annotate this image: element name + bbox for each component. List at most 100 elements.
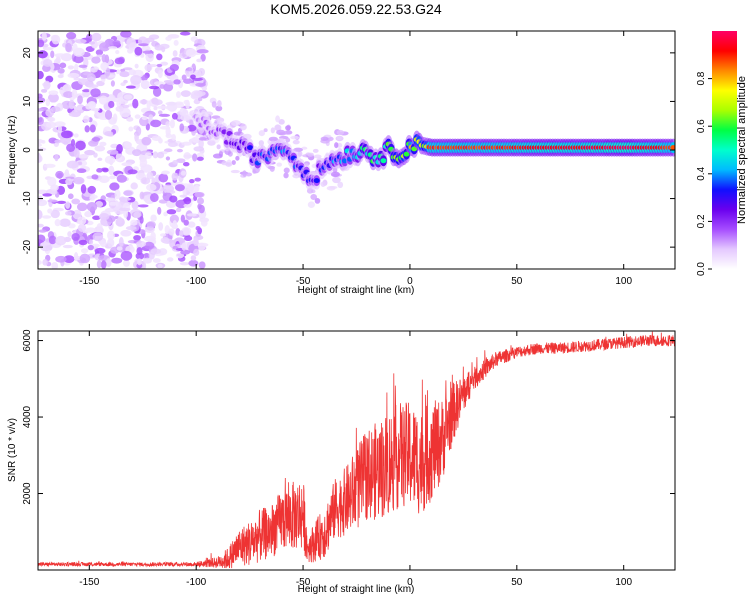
spectrogram-x-tick-label: -150 [79, 276, 99, 287]
spectrogram-cell [84, 227, 97, 233]
spectrogram-cell [169, 64, 179, 72]
spectrogram-cell [114, 189, 121, 200]
spectrogram-cell [127, 169, 138, 175]
spectrogram-cell [153, 99, 163, 106]
spectrogram-cell [166, 209, 177, 215]
spectrogram-cell [50, 184, 59, 192]
spectrogram-cell [215, 105, 223, 112]
snr-x-tick-label: 100 [615, 577, 632, 588]
spectrogram-cell [90, 88, 101, 98]
spectrogram-cell [38, 152, 42, 163]
spectrogram-cell [176, 91, 181, 98]
spectrogram-cell [119, 71, 130, 78]
spectrogram-cell [38, 260, 42, 266]
spectrogram-cell [173, 39, 179, 46]
spectrogram-cell [38, 143, 42, 147]
spectrogram-cell [50, 50, 55, 59]
spectrogram-cell [138, 43, 149, 47]
spectrogram-cell [135, 252, 145, 260]
spectrogram-cell [313, 178, 320, 184]
spectrogram-cell [96, 223, 103, 233]
spectrogram-cell [263, 128, 268, 133]
spectrogram-cell [285, 125, 291, 131]
spectrogram-cell [172, 220, 178, 229]
spectrogram-cell [166, 81, 176, 85]
spectrogram-cell [126, 48, 134, 54]
spectrogram-cell [192, 153, 198, 162]
spectrogram-cell [179, 194, 188, 198]
colorbar-tick-label: 0.2 [696, 214, 707, 228]
spectrogram-cell [86, 73, 96, 82]
spectrogram-cell [171, 172, 179, 181]
spectrogram-cell [176, 158, 186, 164]
spectrogram-cell [180, 249, 191, 255]
spectrogram-cell [47, 199, 58, 203]
spectrogram-cell [144, 226, 155, 234]
spectrogram-cell [245, 172, 253, 177]
spectrogram-cell [78, 239, 88, 246]
spectrogram-cell [100, 260, 107, 269]
spectrogram-cell [38, 108, 44, 112]
spectrogram-cell [87, 244, 94, 251]
spectrogram-cell [38, 116, 44, 126]
spectrogram-cell [56, 200, 67, 205]
spectrogram-cell [47, 176, 57, 187]
spectrogram-y-tick-label: 20 [22, 47, 33, 59]
spectrogram-cell [191, 136, 200, 143]
spectrogram-cell [152, 86, 162, 97]
spectrogram-cell [171, 112, 178, 120]
spectrogram-cell [166, 257, 174, 262]
spectrogram-cell [63, 255, 75, 263]
spectrogram-cell [163, 211, 168, 217]
spectrogram-cell [230, 169, 240, 174]
spectrogram-cell [125, 226, 137, 231]
spectrogram-cell [172, 159, 179, 165]
spectrogram-cell [86, 33, 93, 43]
spectrogram-cell [80, 184, 87, 194]
spectrogram-cell [42, 259, 48, 266]
colorbar-ticks: 0.0 0.2 0.4 0.6 0.8 [696, 71, 712, 276]
snr-trace-line [38, 331, 675, 569]
spectrogram-cell [72, 209, 82, 220]
spectrogram-cell [183, 203, 192, 208]
spectrogram-cell [122, 67, 133, 71]
spectrogram-cell [47, 116, 56, 122]
spectrogram-cell [196, 156, 204, 161]
spectrogram-cell [54, 121, 66, 127]
snr-x-label: Height of straight line (km) [298, 584, 415, 595]
spectrogram-cell [158, 248, 168, 256]
spectrogram-cell [104, 130, 114, 137]
spectrogram-cell [186, 184, 195, 192]
spectrogram-cell [165, 121, 170, 127]
spectrogram-cell [82, 89, 91, 93]
colorbar-tick-label: 0.4 [696, 166, 707, 180]
spectrogram-cell [159, 125, 171, 130]
spectrogram-cell [320, 136, 329, 142]
spectrogram-cell [235, 155, 240, 161]
spectrogram-cell [104, 197, 116, 202]
spectrogram-cell [292, 173, 301, 179]
spectrogram-cell [275, 115, 281, 123]
spectrogram-cell [276, 162, 282, 167]
spectrogram-cell [88, 239, 94, 245]
spectrogram-cell [38, 189, 48, 195]
colorbar-tick-label: 0.6 [696, 119, 707, 133]
snr-y-tick-label: 4000 [22, 405, 33, 428]
spectrogram-cell [168, 228, 175, 236]
spectrogram-cell [158, 173, 169, 183]
spectrogram-cell [73, 55, 84, 64]
spectrogram-cell [45, 121, 57, 129]
spectrogram-cell [82, 115, 90, 124]
spectrogram-cell [198, 138, 204, 149]
spectrogram-cell [94, 247, 106, 254]
spectrogram-cell [142, 50, 154, 54]
spectrogram-cell [156, 63, 163, 68]
spectrogram-cell [117, 216, 123, 224]
spectrogram-cell [108, 165, 115, 176]
spectrogram-cell [239, 123, 247, 131]
spectrogram-cell [38, 70, 44, 80]
spectrogram-cell [285, 137, 291, 143]
spectrogram-x-axis: -150 -100 -50 0 50 100 [79, 31, 632, 287]
spectrogram-cell [165, 101, 177, 106]
spectrogram-cell [51, 261, 59, 269]
